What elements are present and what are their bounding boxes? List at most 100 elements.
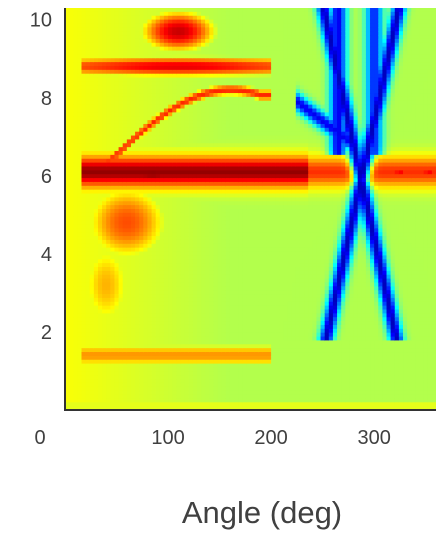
- heatmap-cell: [93, 321, 99, 326]
- heatmap-cell: [184, 336, 190, 342]
- heatmap-cell: [114, 398, 120, 403]
- heatmap-cell: [155, 270, 161, 276]
- heatmap-cell: [213, 69, 219, 75]
- heatmap-cell: [89, 31, 95, 36]
- heatmap-cell: [65, 294, 70, 299]
- heatmap-cell: [81, 193, 87, 199]
- heatmap-cell: [192, 170, 198, 175]
- heatmap-cell: [180, 220, 186, 226]
- heatmap-cell: [225, 332, 231, 338]
- heatmap-cell: [81, 243, 87, 249]
- heatmap-cell: [77, 332, 83, 338]
- heatmap-cell: [196, 15, 202, 21]
- heatmap-cell: [147, 170, 153, 175]
- heatmap-cell: [118, 294, 124, 299]
- heatmap-cell: [97, 46, 103, 52]
- heatmap-cell: [163, 278, 169, 284]
- heatmap-cell: [143, 305, 149, 311]
- heatmap-cell: [155, 282, 161, 287]
- heatmap-cell: [135, 274, 140, 280]
- heatmap-cell: [135, 116, 140, 121]
- heatmap-cell: [159, 305, 165, 311]
- heatmap-cell: [81, 286, 87, 291]
- heatmap-cell: [246, 321, 252, 326]
- heatmap-cell: [221, 294, 227, 299]
- heatmap-cell: [106, 394, 111, 400]
- heatmap-cell: [221, 139, 227, 144]
- heatmap-cell: [110, 239, 116, 245]
- heatmap-cell: [69, 294, 74, 299]
- heatmap-cell: [221, 85, 227, 90]
- heatmap-cell: [102, 50, 107, 55]
- heatmap-cell: [89, 85, 95, 90]
- heatmap-cell: [97, 143, 103, 148]
- heatmap-cell: [180, 85, 186, 90]
- heatmap-cell: [73, 166, 78, 171]
- heatmap-cell: [238, 251, 243, 256]
- heatmap-cell: [180, 375, 186, 380]
- heatmap-cell: [147, 398, 153, 403]
- heatmap-cell: [110, 317, 116, 322]
- heatmap-cell: [238, 27, 243, 32]
- heatmap-cell: [122, 259, 128, 264]
- heatmap-cell: [188, 297, 194, 303]
- heatmap-cell: [110, 247, 116, 253]
- heatmap-cell: [196, 54, 202, 59]
- heatmap-cell: [234, 46, 239, 52]
- heatmap-cell: [246, 46, 252, 52]
- heatmap-cell: [254, 38, 260, 44]
- heatmap-cell: [93, 294, 99, 299]
- heatmap-cell: [73, 50, 78, 55]
- heatmap-cell: [135, 344, 140, 349]
- heatmap-cell: [114, 50, 120, 55]
- heatmap-cell: [196, 35, 202, 40]
- heatmap-cell: [176, 189, 182, 195]
- heatmap-cell: [81, 355, 87, 361]
- heatmap-cell: [217, 96, 223, 102]
- heatmap-cell: [81, 336, 87, 342]
- heatmap-cell: [65, 363, 70, 369]
- heatmap-cell: [139, 31, 144, 36]
- heatmap-cell: [110, 263, 116, 268]
- heatmap-cell: [238, 278, 243, 284]
- heatmap-cell: [168, 297, 173, 303]
- heatmap-cell: [225, 386, 231, 392]
- heatmap-cell: [151, 166, 157, 171]
- heatmap-cell: [238, 62, 243, 67]
- heatmap-cell: [159, 224, 165, 229]
- heatmap-cell: [110, 251, 116, 256]
- heatmap-cell: [77, 266, 83, 272]
- heatmap-cell: [118, 239, 124, 245]
- heatmap-cell: [93, 205, 99, 210]
- heatmap-cell: [147, 38, 153, 44]
- heatmap-cell: [93, 209, 99, 214]
- heatmap-cell: [250, 11, 256, 17]
- heatmap-cell: [221, 212, 227, 218]
- heatmap-cell: [151, 158, 157, 164]
- heatmap-cell: [118, 232, 124, 237]
- heatmap-cell: [163, 297, 169, 303]
- heatmap-cell: [196, 162, 202, 168]
- heatmap-cell: [254, 259, 260, 264]
- heatmap-cell: [234, 321, 239, 326]
- heatmap-cell: [163, 147, 169, 152]
- heatmap-cell: [229, 309, 235, 314]
- heatmap-cell: [229, 185, 235, 191]
- heatmap-cell: [234, 96, 239, 102]
- heatmap-cell: [155, 355, 161, 361]
- heatmap-cell: [122, 135, 128, 141]
- heatmap-cell: [65, 65, 70, 71]
- heatmap-cell: [93, 38, 99, 44]
- heatmap-cell: [163, 209, 169, 214]
- heatmap-cell: [114, 324, 120, 330]
- heatmap-cell: [106, 93, 111, 98]
- heatmap-cell: [97, 135, 103, 141]
- heatmap-cell: [69, 402, 74, 407]
- heatmap-cell: [172, 243, 177, 249]
- heatmap-cell: [159, 209, 165, 214]
- heatmap-cell: [143, 181, 149, 187]
- heatmap-cell: [242, 65, 247, 71]
- heatmap-cell: [143, 375, 149, 380]
- heatmap-cell: [176, 65, 182, 71]
- heatmap-cell: [126, 120, 132, 125]
